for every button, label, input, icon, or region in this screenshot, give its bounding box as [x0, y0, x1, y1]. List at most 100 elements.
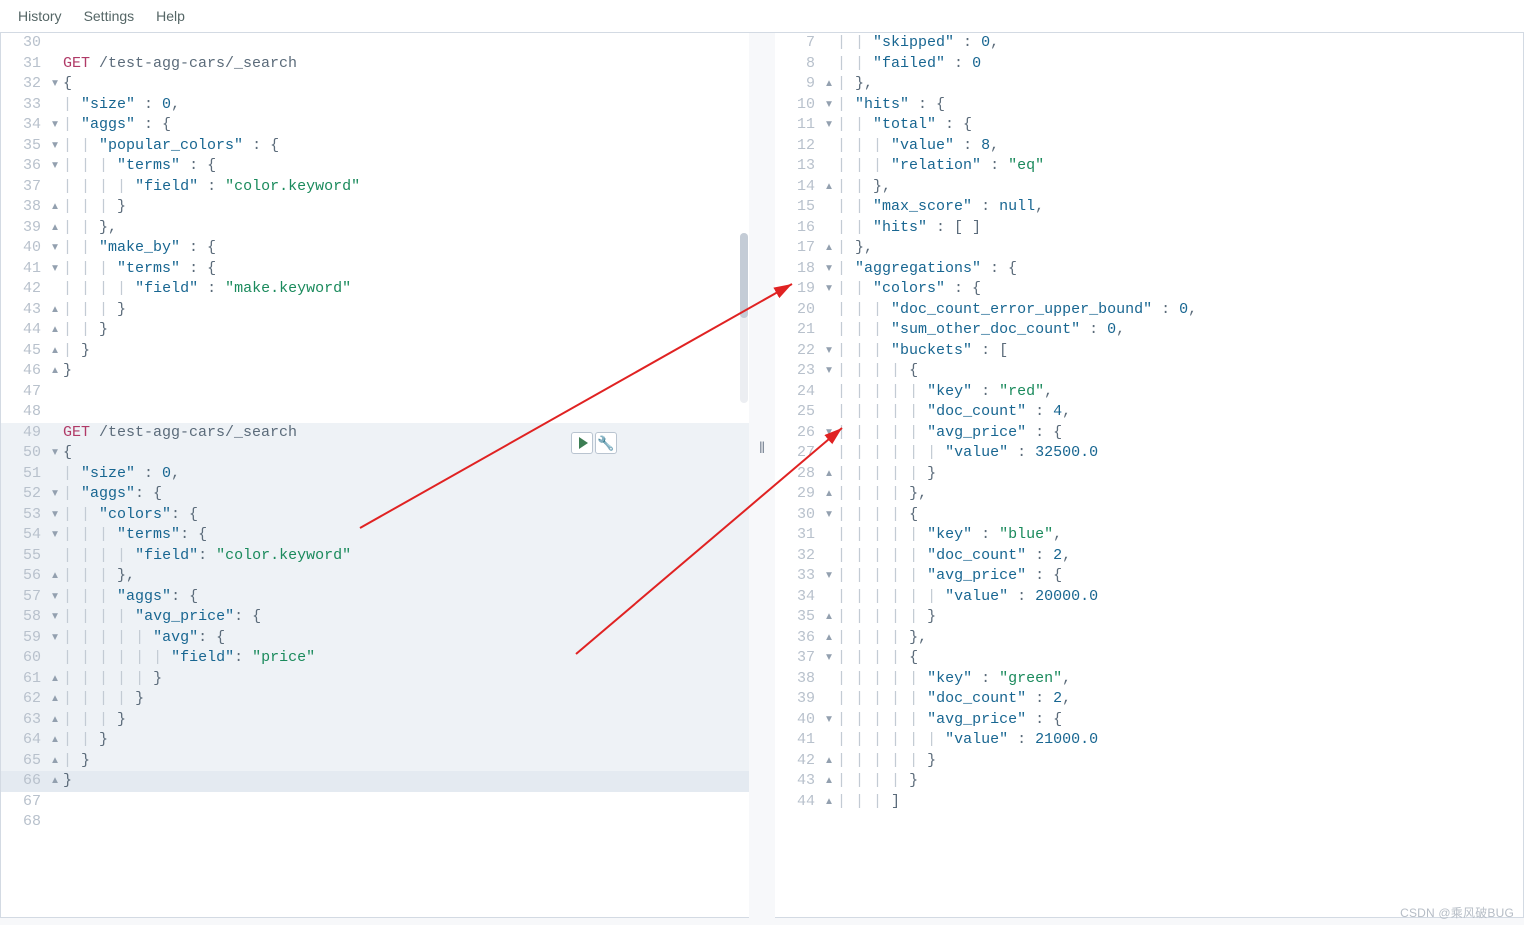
code-line[interactable]: 52▾| "aggs": {	[1, 484, 749, 505]
code-line[interactable]: 45▴| }	[1, 341, 749, 362]
fold-toggle-icon[interactable]: ▾	[47, 587, 63, 608]
query-options-button[interactable]: 🔧	[595, 432, 617, 454]
code-line[interactable]: 34▾| "aggs" : {	[1, 115, 749, 136]
code-line[interactable]: 38▴| | | }	[1, 197, 749, 218]
code-line[interactable]: 44▴| | }	[1, 320, 749, 341]
fold-toggle-icon[interactable]: ▴	[47, 566, 63, 587]
code-line[interactable]: 33 | "size" : 0,	[1, 95, 749, 116]
fold-toggle-icon[interactable]: ▾	[47, 115, 63, 136]
fold-toggle-icon[interactable]: ▴	[821, 464, 837, 485]
code-line[interactable]: 40▾| | | | | "avg_price" : {	[775, 710, 1523, 731]
fold-toggle-icon[interactable]: ▾	[47, 607, 63, 628]
fold-toggle-icon[interactable]: ▴	[821, 484, 837, 505]
code-line[interactable]: 63▴| | | }	[1, 710, 749, 731]
code-line[interactable]: 31 | | | | | "key" : "blue",	[775, 525, 1523, 546]
code-line[interactable]: 40▾| | "make_by" : {	[1, 238, 749, 259]
fold-toggle-icon[interactable]: ▾	[47, 238, 63, 259]
fold-toggle-icon[interactable]: ▴	[47, 751, 63, 772]
code-line[interactable]: 31 GET /test-agg-cars/_search	[1, 54, 749, 75]
code-line[interactable]: 51 | "size" : 0,	[1, 464, 749, 485]
code-line[interactable]: 28▴| | | | | }	[775, 464, 1523, 485]
code-line[interactable]: 59▾| | | | | "avg": {	[1, 628, 749, 649]
fold-toggle-icon[interactable]: ▾	[47, 525, 63, 546]
fold-toggle-icon[interactable]: ▾	[47, 505, 63, 526]
code-line[interactable]: 11▾| | "total" : {	[775, 115, 1523, 136]
fold-toggle-icon[interactable]: ▾	[821, 423, 837, 444]
code-line[interactable]: 23▾| | | | {	[775, 361, 1523, 382]
code-line[interactable]: 67	[1, 792, 749, 813]
fold-toggle-icon[interactable]: ▴	[47, 320, 63, 341]
code-line[interactable]: 36▾| | | "terms" : {	[1, 156, 749, 177]
code-line[interactable]: 27 | | | | | | "value" : 32500.0	[775, 443, 1523, 464]
fold-toggle-icon[interactable]: ▾	[821, 361, 837, 382]
fold-toggle-icon[interactable]: ▾	[821, 115, 837, 136]
code-line[interactable]: 50▾{	[1, 443, 749, 464]
fold-toggle-icon[interactable]: ▾	[47, 443, 63, 464]
fold-toggle-icon[interactable]: ▴	[47, 197, 63, 218]
fold-toggle-icon[interactable]: ▴	[47, 218, 63, 239]
code-line[interactable]: 62▴| | | | }	[1, 689, 749, 710]
fold-toggle-icon[interactable]: ▴	[821, 607, 837, 628]
code-line[interactable]: 19▾| | "colors" : {	[775, 279, 1523, 300]
fold-toggle-icon[interactable]: ▴	[47, 361, 63, 382]
code-line[interactable]: 21 | | | "sum_other_doc_count" : 0,	[775, 320, 1523, 341]
code-line[interactable]: 48	[1, 402, 749, 423]
code-line[interactable]: 14▴| | },	[775, 177, 1523, 198]
code-line[interactable]: 18▾| "aggregations" : {	[775, 259, 1523, 280]
fold-toggle-icon[interactable]: ▾	[821, 279, 837, 300]
fold-toggle-icon[interactable]: ▴	[47, 341, 63, 362]
scrollbar-thumb[interactable]	[740, 233, 748, 318]
code-line[interactable]: 43▴| | | }	[1, 300, 749, 321]
code-line[interactable]: 58▾| | | | "avg_price": {	[1, 607, 749, 628]
fold-toggle-icon[interactable]: ▾	[47, 74, 63, 95]
code-line[interactable]: 10▾| "hits" : {	[775, 95, 1523, 116]
code-line[interactable]: 44▴| | | ]	[775, 792, 1523, 813]
code-line[interactable]: 65▴| }	[1, 751, 749, 772]
code-line[interactable]: 42 | | | | "field" : "make.keyword"	[1, 279, 749, 300]
code-line[interactable]: 32 | | | | | "doc_count" : 2,	[775, 546, 1523, 567]
code-line[interactable]: 66▴}	[1, 771, 749, 792]
fold-toggle-icon[interactable]: ▾	[821, 259, 837, 280]
code-line[interactable]: 29▴| | | | },	[775, 484, 1523, 505]
code-line[interactable]: 41 | | | | | | "value" : 21000.0	[775, 730, 1523, 751]
code-line[interactable]: 12 | | | "value" : 8,	[775, 136, 1523, 157]
fold-toggle-icon[interactable]: ▴	[47, 771, 63, 792]
fold-toggle-icon[interactable]: ▴	[821, 628, 837, 649]
code-line[interactable]: 56▴| | | },	[1, 566, 749, 587]
code-line[interactable]: 54▾| | | "terms": {	[1, 525, 749, 546]
code-line[interactable]: 60 | | | | | | "field": "price"	[1, 648, 749, 669]
fold-toggle-icon[interactable]: ▴	[821, 771, 837, 792]
fold-toggle-icon[interactable]: ▴	[821, 238, 837, 259]
fold-toggle-icon[interactable]: ▴	[821, 177, 837, 198]
code-line[interactable]: 55 | | | | "field": "color.keyword"	[1, 546, 749, 567]
fold-toggle-icon[interactable]: ▾	[47, 136, 63, 157]
fold-toggle-icon[interactable]: ▴	[821, 751, 837, 772]
fold-toggle-icon[interactable]: ▴	[47, 689, 63, 710]
code-line[interactable]: 16 | | "hits" : [ ]	[775, 218, 1523, 239]
code-line[interactable]: 20 | | | "doc_count_error_upper_bound" :…	[775, 300, 1523, 321]
fold-toggle-icon[interactable]: ▴	[47, 300, 63, 321]
code-line[interactable]: 61▴| | | | | }	[1, 669, 749, 690]
fold-toggle-icon[interactable]: ▾	[821, 341, 837, 362]
code-line[interactable]: 57▾| | | "aggs": {	[1, 587, 749, 608]
fold-toggle-icon[interactable]: ▾	[821, 648, 837, 669]
code-line[interactable]: 9▴| },	[775, 74, 1523, 95]
fold-toggle-icon[interactable]: ▾	[47, 628, 63, 649]
code-line[interactable]: 15 | | "max_score" : null,	[775, 197, 1523, 218]
code-line[interactable]: 24 | | | | | "key" : "red",	[775, 382, 1523, 403]
code-line[interactable]: 64▴| | }	[1, 730, 749, 751]
code-line[interactable]: 8 | | "failed" : 0	[775, 54, 1523, 75]
request-editor[interactable]: 30 31 GET /test-agg-cars/_search32▾{33 |…	[1, 33, 749, 833]
code-line[interactable]: 36▴| | | | },	[775, 628, 1523, 649]
code-line[interactable]: 41▾| | | "terms" : {	[1, 259, 749, 280]
fold-toggle-icon[interactable]: ▾	[821, 566, 837, 587]
fold-toggle-icon[interactable]: ▾	[821, 710, 837, 731]
code-line[interactable]: 26▾| | | | | "avg_price" : {	[775, 423, 1523, 444]
fold-toggle-icon[interactable]: ▴	[821, 792, 837, 813]
code-line[interactable]: 49 GET /test-agg-cars/_search	[1, 423, 749, 444]
code-line[interactable]: 17▴| },	[775, 238, 1523, 259]
code-line[interactable]: 42▴| | | | | }	[775, 751, 1523, 772]
code-line[interactable]: 33▾| | | | | "avg_price" : {	[775, 566, 1523, 587]
code-line[interactable]: 7 | | "skipped" : 0,	[775, 33, 1523, 54]
menu-settings[interactable]: Settings	[84, 8, 135, 24]
